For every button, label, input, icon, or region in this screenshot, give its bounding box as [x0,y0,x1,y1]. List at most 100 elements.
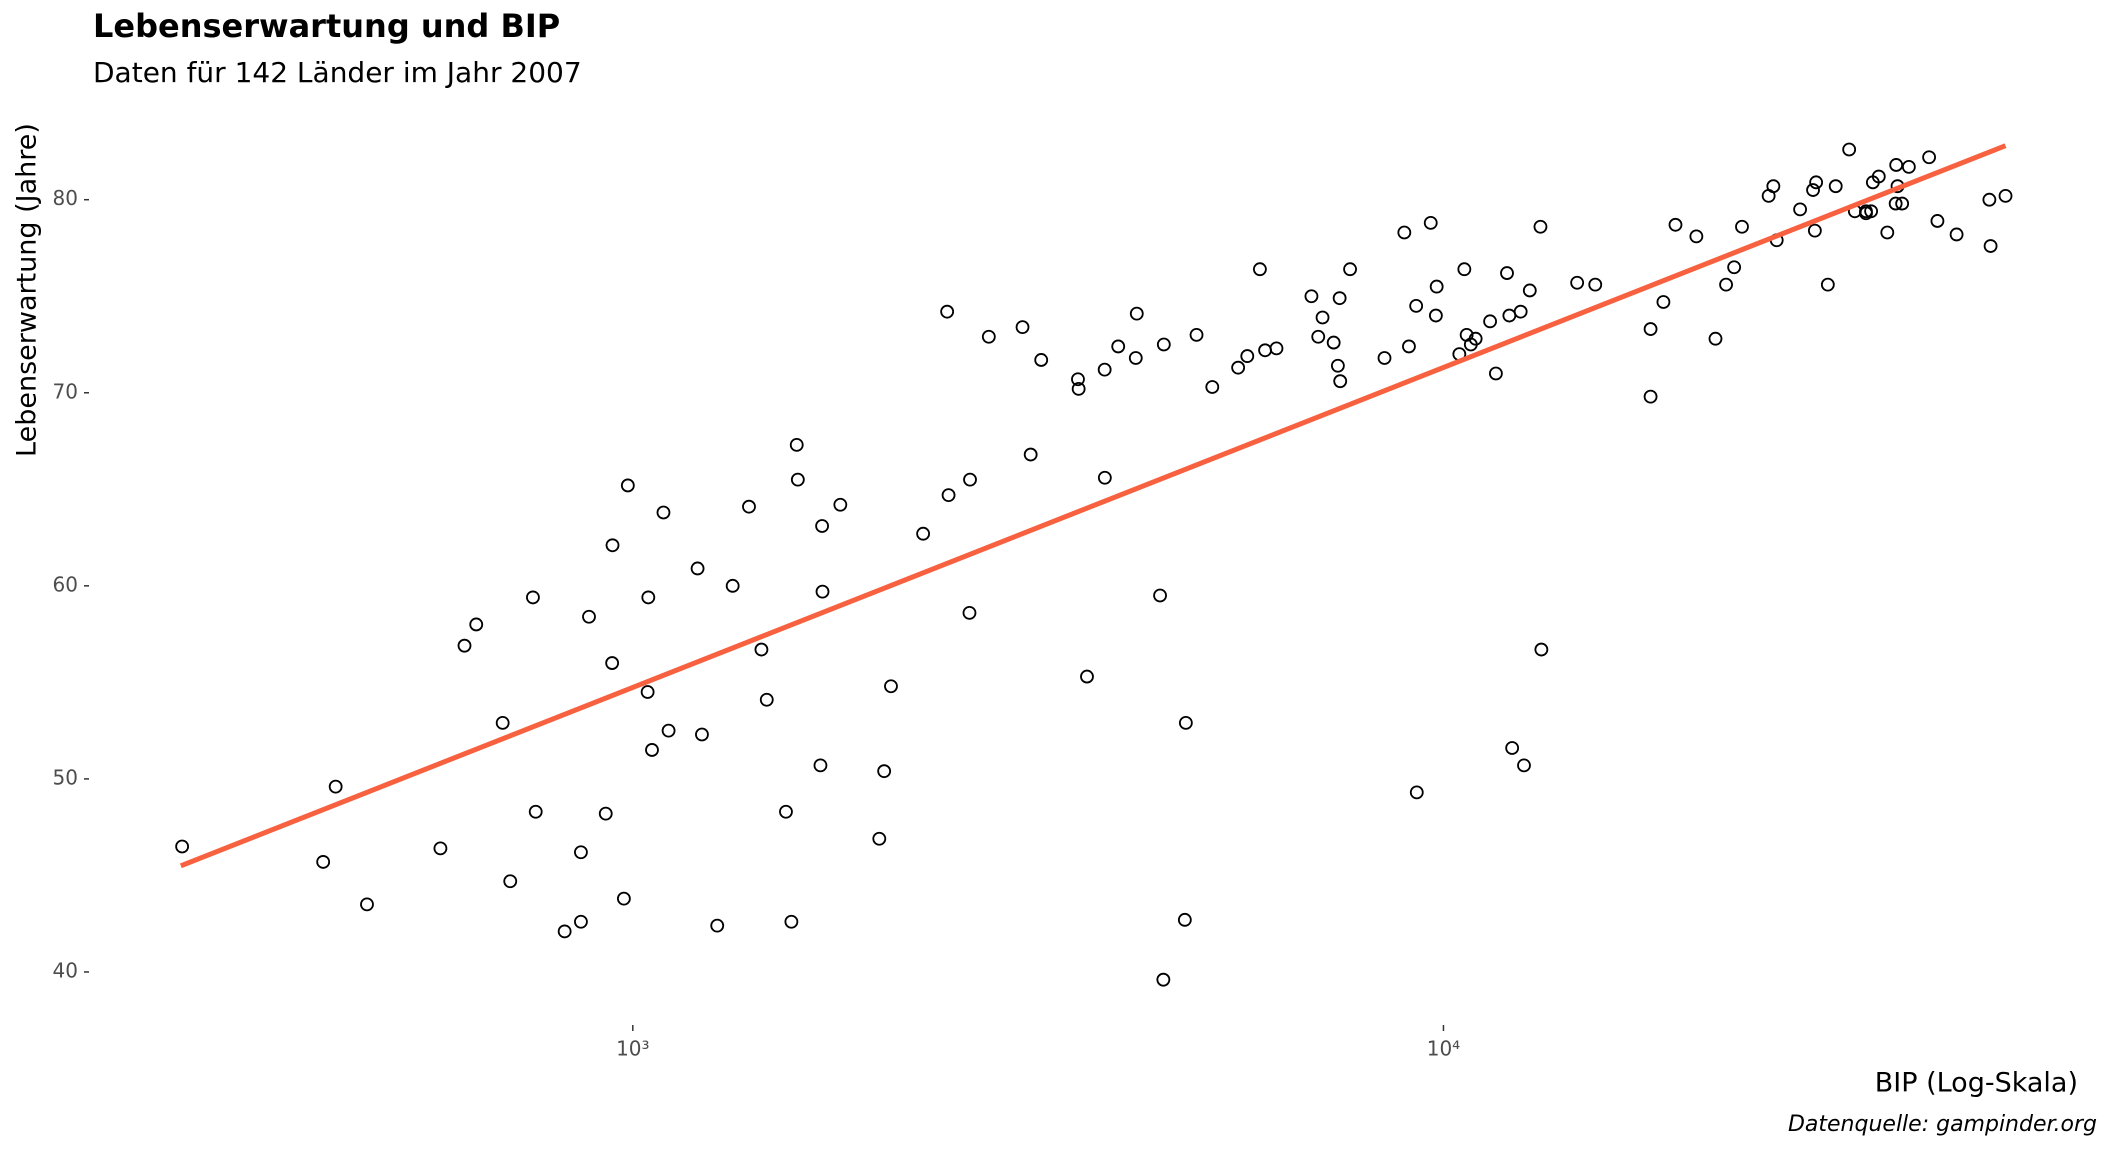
point [1483,314,1497,329]
point [641,590,656,605]
point [598,806,613,821]
point [526,590,540,605]
point [916,526,931,541]
point [503,874,518,889]
point [779,804,793,819]
point [710,918,725,933]
point [469,617,484,632]
point [616,891,631,906]
point [328,779,343,794]
point [574,845,588,860]
point [1922,150,1936,165]
point [1643,389,1658,404]
point [528,804,543,819]
point [1178,716,1193,730]
point [695,727,709,742]
point [1807,223,1822,238]
point [1522,283,1537,298]
point [1643,322,1658,336]
point [1719,277,1733,292]
point [1332,291,1347,306]
point [1097,470,1112,485]
point [1269,341,1284,356]
point [1377,351,1392,365]
point [1865,175,1880,190]
point [1998,188,2013,203]
point [1820,277,1835,292]
point [1397,225,1412,240]
point [1930,214,1945,228]
point [1128,351,1143,365]
point [1761,188,1776,203]
point [1901,159,1916,174]
point [1983,239,1998,253]
point [1311,329,1326,344]
point [316,855,331,869]
point [1034,353,1049,367]
point [1189,327,1204,342]
y-tick-label: 70 [53,379,78,403]
point [1727,260,1742,275]
point [1097,362,1112,377]
y-tick-label: 50 [53,765,78,789]
chart-subtitle: Daten für 142 Länder im Jahr 2007 [93,56,582,89]
point [1828,179,1843,194]
point [1015,320,1030,335]
point [1129,306,1144,321]
point [1895,196,1910,211]
point [1409,298,1424,313]
point [1517,758,1531,773]
point [1231,360,1246,375]
point [433,841,448,856]
point [963,472,977,487]
point [815,519,829,533]
point [1111,339,1126,354]
point [605,656,620,670]
point [1668,217,1683,232]
x-tick-label: 10⁴ [1427,1037,1460,1061]
point [1735,219,1749,234]
point [981,329,996,344]
point [1505,741,1520,755]
y-tick-label: 40 [53,958,78,982]
point [1156,972,1171,987]
point [1533,219,1548,234]
point [1689,229,1704,244]
point [1880,225,1895,240]
point [640,685,655,699]
point [790,472,805,487]
point [1326,335,1341,350]
point [815,584,830,599]
point [1409,785,1424,800]
point [759,692,774,707]
point [813,758,828,773]
point [690,561,705,576]
point [1457,262,1472,277]
point [1500,266,1514,280]
point [1842,142,1857,157]
point [1343,262,1357,277]
point [495,716,510,730]
point [1156,337,1171,352]
point [1982,192,1997,207]
point [1333,374,1348,389]
caption: Datenquelle: gampinder.org [1788,1112,2097,1137]
point [661,723,676,738]
point [1806,183,1820,197]
point [742,499,756,514]
point [1428,308,1443,323]
point [884,679,898,694]
point [620,478,635,493]
point [1023,447,1038,462]
point [1315,310,1330,325]
point [1949,227,1964,242]
point [1488,366,1503,381]
point [605,538,620,553]
point [1534,642,1549,657]
point [872,831,887,846]
x-axis-title: BIP (Log-Skala) [1875,1068,2078,1099]
point [789,437,804,452]
point [557,924,572,939]
point [1240,349,1255,363]
